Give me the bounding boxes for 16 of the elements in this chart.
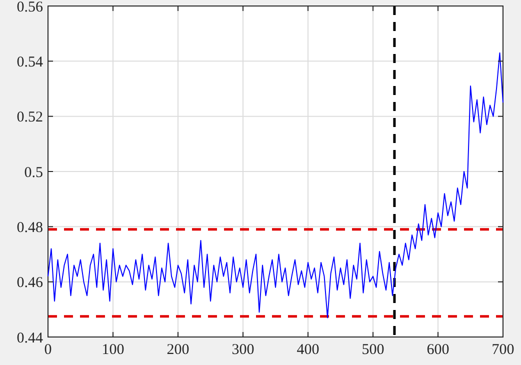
y-tick-label: 0.48: [16, 220, 43, 236]
y-tick-label: 0.44: [16, 330, 44, 346]
x-tick-label: 300: [232, 342, 254, 358]
x-tick-label: 500: [362, 342, 384, 358]
x-tick-label: 200: [166, 342, 190, 358]
y-tick-label: 0.52: [16, 110, 43, 126]
line-series: [48, 52, 504, 318]
x-tick-label: 400: [296, 342, 320, 358]
y-tick-label: 0.54: [16, 54, 44, 70]
y-tick-label: 0.56: [16, 0, 44, 16]
x-tick-label: 0: [44, 342, 52, 358]
y-tick-label: 0.5: [24, 164, 43, 181]
x-tick-label: 600: [426, 342, 450, 358]
x-tick-label: 100: [102, 342, 124, 358]
x-tick-label: 700: [492, 342, 514, 358]
y-tick-label: 0.46: [16, 275, 44, 292]
